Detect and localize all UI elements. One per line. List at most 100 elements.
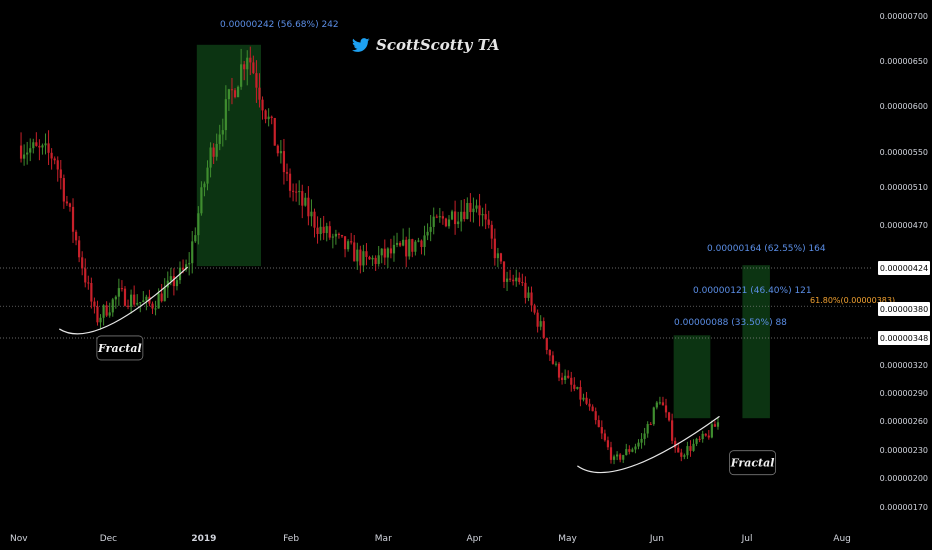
candle-body-51	[172, 276, 175, 287]
candle-body-73	[240, 64, 243, 87]
fractal-label-box-2	[729, 450, 776, 476]
candle-body-78	[255, 73, 258, 88]
candle-body-215	[674, 440, 677, 448]
candle-body-14	[59, 169, 62, 179]
candle-body-30	[108, 312, 111, 316]
candle-body-216	[677, 447, 680, 453]
candle-body-177	[557, 363, 561, 378]
measure-box-1	[196, 44, 262, 267]
candle-body-141	[447, 219, 451, 227]
candle-body-144	[457, 221, 460, 225]
candle-body-42	[145, 296, 148, 301]
candle-body-194	[609, 447, 613, 460]
candle-body-160	[505, 278, 509, 282]
candle-body-209	[655, 402, 658, 408]
candle-body-103	[331, 236, 334, 238]
candle-body-137	[435, 216, 438, 218]
candle-body-66	[218, 134, 221, 144]
candle-body-68	[224, 99, 227, 131]
candle-body-83	[270, 116, 273, 118]
candle-body-79	[258, 87, 261, 100]
candle-body-213	[667, 412, 671, 421]
candle-body-5	[32, 142, 35, 149]
candle-body-75	[246, 57, 249, 70]
candle-body-165	[521, 281, 524, 283]
candle-body-18	[71, 206, 75, 232]
candle-body-183	[576, 386, 579, 389]
candle-body-3	[26, 152, 29, 155]
candle-body-214	[671, 420, 674, 441]
candle-body-178	[560, 377, 564, 380]
candle-body-133	[423, 235, 426, 247]
y-tick-5: 0.00000510	[880, 183, 928, 192]
candle-body-108	[347, 241, 350, 250]
watermark: ScottScotty TA	[352, 36, 500, 54]
candle-body-100	[322, 226, 325, 234]
candle-body-97	[313, 211, 316, 228]
candle-body-48	[163, 287, 166, 302]
candle-body-85	[276, 145, 279, 154]
measure-box-2	[673, 335, 711, 419]
fib-label: 61.80%(0.00000383)	[810, 296, 895, 305]
candle-body-65	[215, 143, 218, 157]
candle-body-147	[466, 202, 469, 219]
candle-body-136	[432, 216, 435, 227]
candle-body-170	[536, 312, 539, 327]
candle-body-12	[53, 158, 56, 161]
measure-label-3: 0.00000121 (46.40%) 121	[693, 286, 812, 296]
candle-body-25	[93, 301, 96, 307]
fractal-curve-2	[577, 415, 720, 474]
candle-body-130	[414, 241, 417, 252]
price-label-box-1	[878, 261, 930, 275]
fractal-curve-1	[58, 266, 189, 335]
candle-body-197	[619, 454, 622, 460]
candle-body-34	[120, 288, 124, 290]
candle-body-119	[380, 248, 383, 256]
candle-body-124	[395, 242, 399, 245]
candle-body-199	[625, 449, 628, 456]
candle-body-50	[169, 276, 172, 281]
candle-body-104	[334, 233, 337, 237]
candle-body-196	[616, 454, 619, 457]
candle-body-189	[594, 411, 597, 421]
candle-body-155	[490, 224, 493, 239]
candle-body-39	[136, 303, 139, 305]
candle-body-121	[386, 248, 389, 258]
candle-body-91	[295, 191, 298, 193]
candle-body-11	[50, 152, 53, 159]
y-tick-2: 0.00000650	[880, 57, 928, 66]
candle-body-164	[518, 277, 521, 282]
measure-label-4: 0.00000164 (62.55%) 164	[707, 244, 826, 254]
candle-body-89	[288, 173, 292, 191]
candle-body-140	[444, 218, 448, 227]
candle-body-134	[426, 231, 429, 236]
x-tick-6: Apr	[467, 534, 483, 544]
candle-body-16	[65, 201, 69, 204]
candle-body-110	[353, 242, 356, 262]
fractal-label-box-1	[96, 335, 144, 361]
y-tick-11: 0.00000200	[880, 474, 928, 483]
candle-body-161	[509, 278, 512, 280]
candle-body-46	[157, 293, 160, 309]
candle-body-208	[652, 407, 655, 425]
candle-body-21	[81, 257, 84, 269]
candle-body-109	[350, 241, 353, 243]
x-tick-8: Jun	[649, 534, 664, 544]
candle-body-154	[487, 219, 490, 225]
candle-body-223	[698, 438, 701, 440]
candle-body-146	[463, 211, 466, 219]
candle-body-13	[56, 160, 59, 170]
candle-body-180	[567, 375, 570, 378]
candles	[19, 46, 720, 465]
candle-body-67	[221, 130, 224, 135]
candle-body-2	[23, 154, 26, 159]
y-tick-8: 0.00000290	[880, 389, 928, 398]
measure-label-1: 0.00000242 (56.68%) 242	[220, 20, 339, 30]
candle-body-152	[481, 214, 484, 216]
x-tick-4: Feb	[283, 534, 299, 544]
x-tick-2: Dec	[100, 534, 117, 544]
twitter-bird-icon	[352, 37, 370, 52]
candle-body-158	[499, 253, 503, 262]
candle-body-129	[411, 239, 414, 252]
